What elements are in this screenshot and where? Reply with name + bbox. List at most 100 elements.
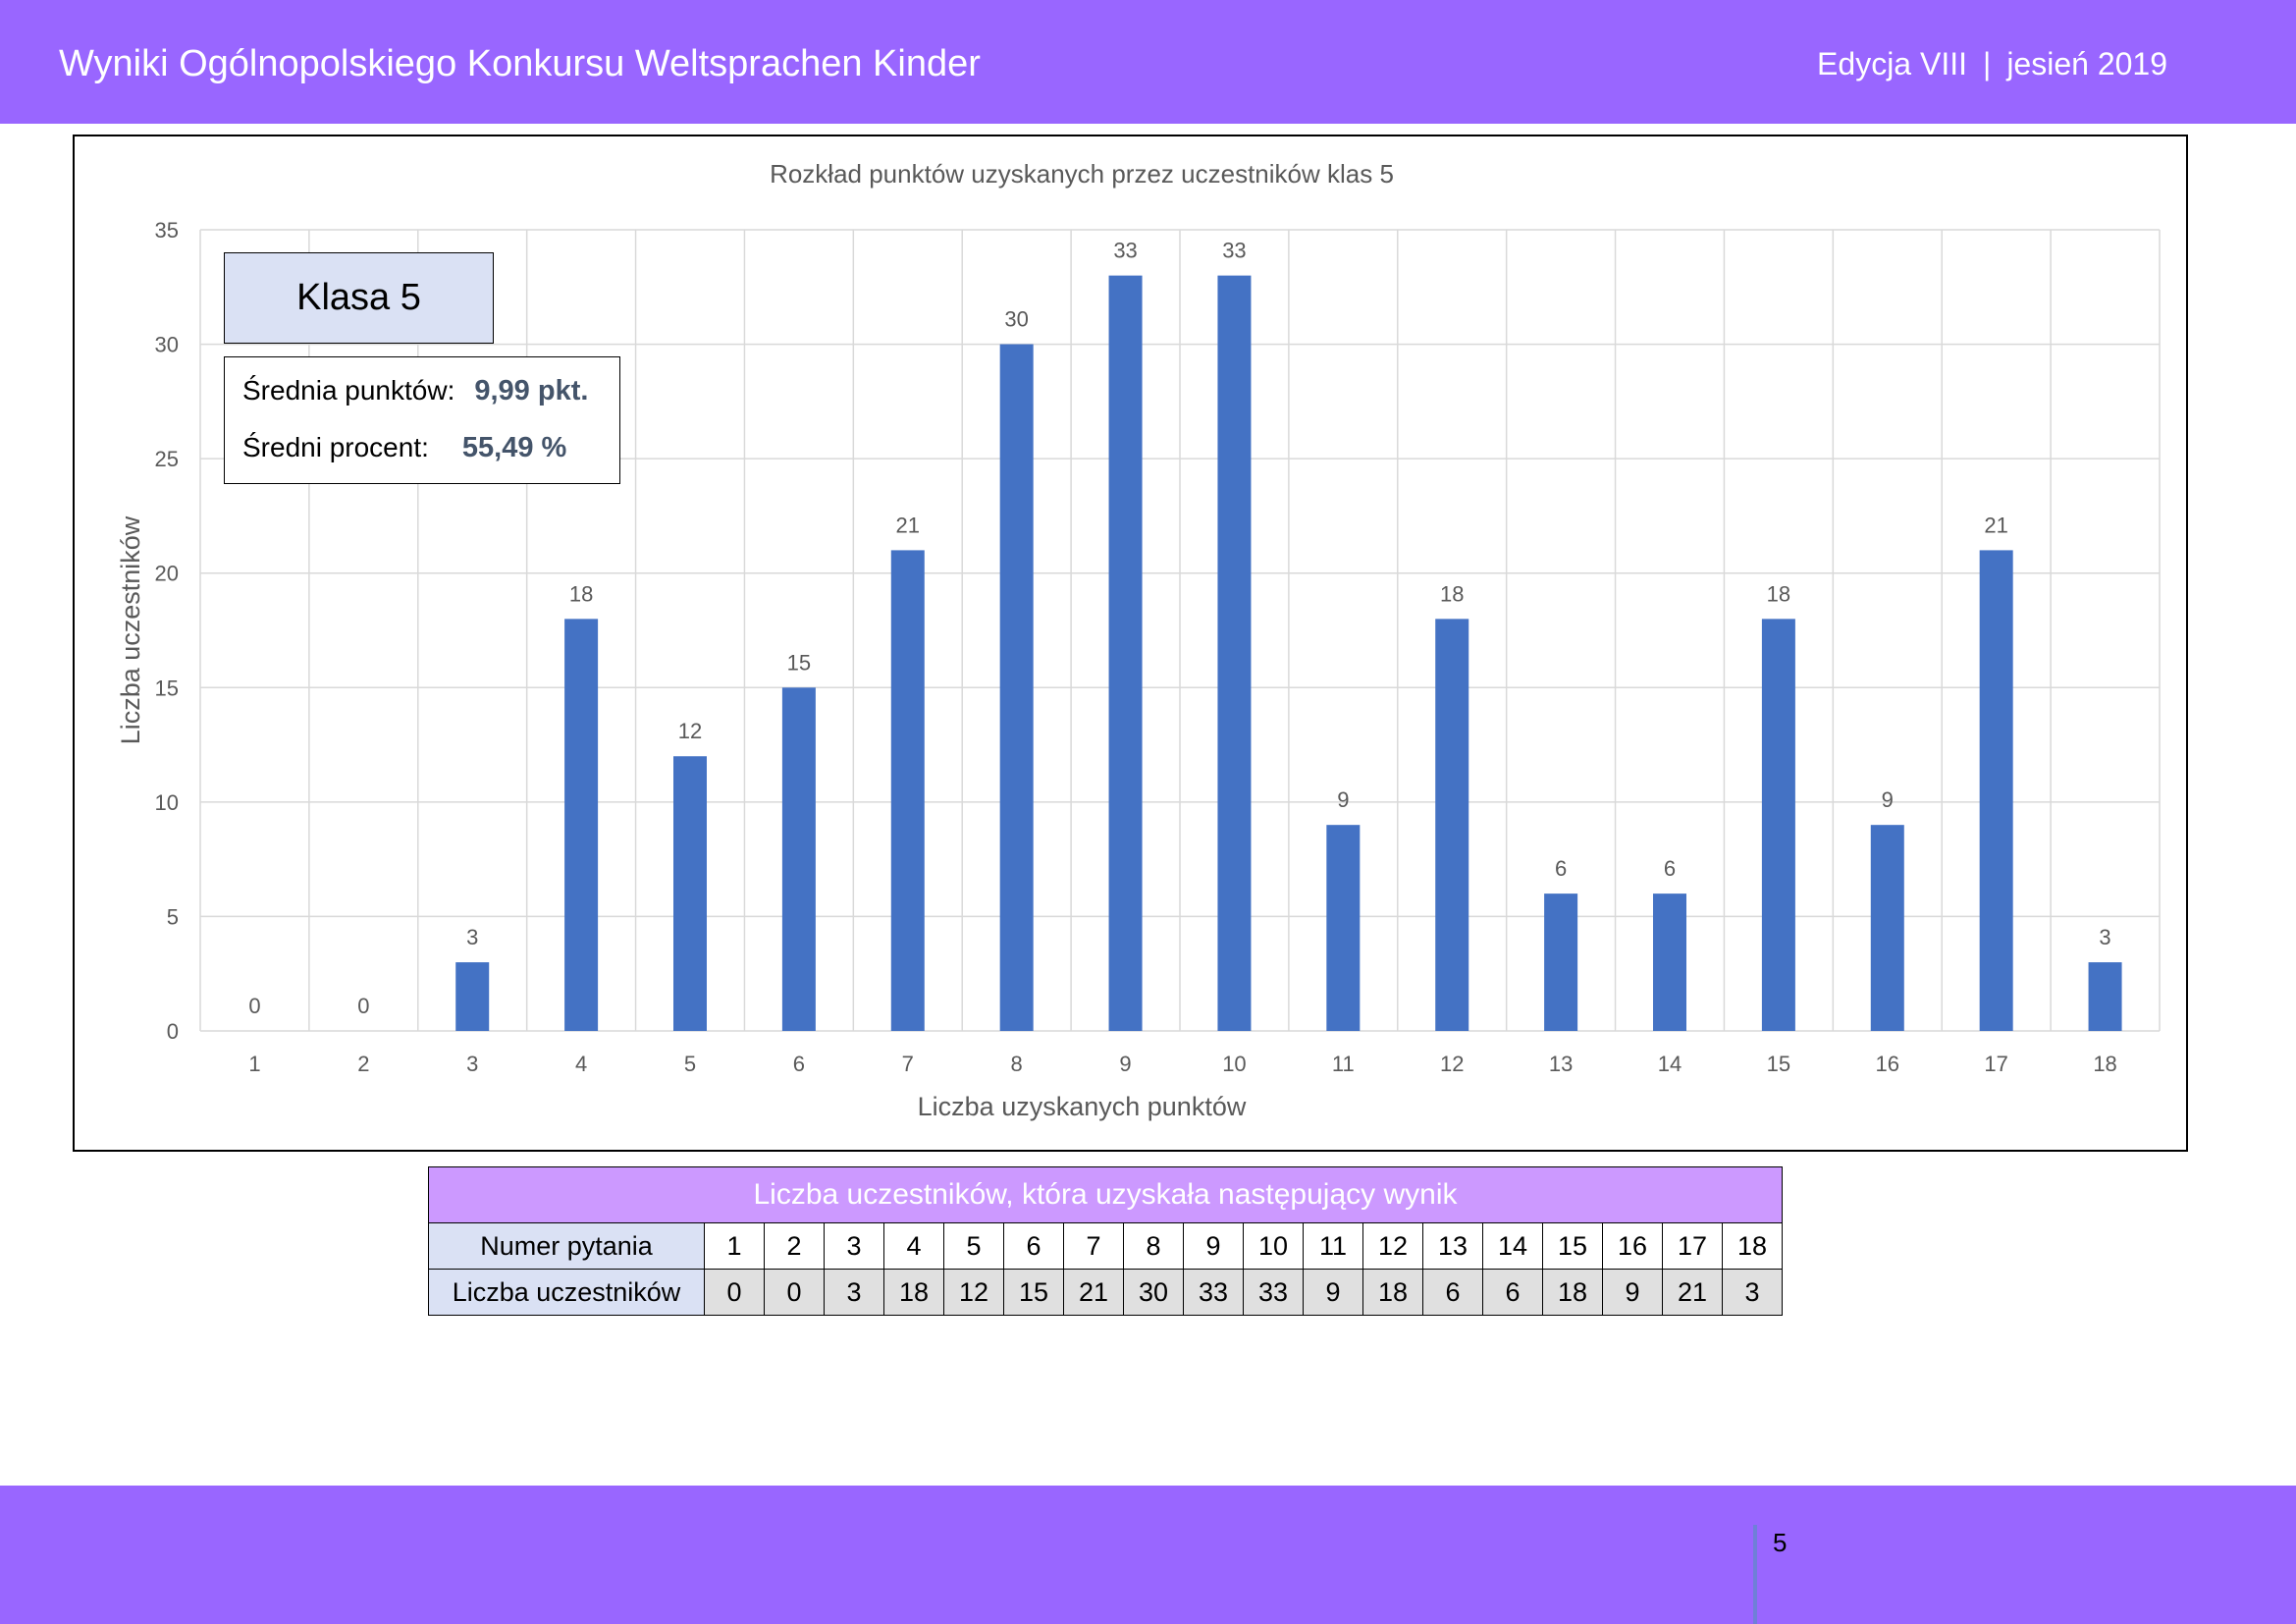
x-tick-label: 2	[357, 1052, 369, 1076]
y-tick-label: 20	[155, 562, 179, 586]
y-tick-label: 0	[167, 1019, 179, 1044]
page-header: Wyniki Ogólnopolskiego Konkursu Weltspra…	[0, 0, 2296, 124]
data-label: 15	[787, 650, 811, 675]
data-label: 6	[1664, 856, 1676, 881]
class-label: Klasa 5	[296, 277, 421, 318]
bar	[890, 550, 925, 1031]
bar	[455, 962, 490, 1031]
y-tick-label: 35	[155, 218, 179, 243]
data-label: 3	[2099, 925, 2110, 949]
table-cell-count: 3	[824, 1269, 884, 1316]
bar	[999, 344, 1034, 1031]
table-cell-number: 18	[1722, 1222, 1783, 1270]
data-label: 33	[1222, 239, 1246, 263]
table-cell-number: 1	[704, 1222, 765, 1270]
data-label: 3	[466, 925, 478, 949]
bar	[1435, 619, 1469, 1031]
table-cell-number: 16	[1602, 1222, 1663, 1270]
bar-chart: 0510152025303501023318412515621730833933…	[116, 159, 2161, 1121]
x-tick-label: 15	[1767, 1052, 1790, 1076]
stats-box: Średnia punktów: 9,99 pkt. Średni procent…	[224, 356, 620, 484]
table-cell-number: 8	[1123, 1222, 1184, 1270]
y-tick-label: 15	[155, 676, 179, 700]
edition-info: Edycja VIII | jesień 2019	[1817, 41, 2167, 86]
data-label: 6	[1555, 856, 1567, 881]
x-tick-label: 4	[575, 1052, 587, 1076]
y-tick-label: 10	[155, 790, 179, 815]
avg-points-value: 9,99 pkt.	[474, 375, 589, 406]
table-cell-count: 30	[1123, 1269, 1184, 1316]
bar	[781, 687, 816, 1031]
table-cell-count: 33	[1183, 1269, 1244, 1316]
x-tick-label: 3	[466, 1052, 478, 1076]
y-tick-label: 30	[155, 333, 179, 357]
x-tick-label: 13	[1549, 1052, 1573, 1076]
table-cell-number: 10	[1243, 1222, 1304, 1270]
edition-separator: |	[1983, 46, 1992, 81]
table-row-counts: Liczba uczestników 0 0 3 18 12 15 21 30 33 33 9 18 6…	[428, 1269, 1783, 1316]
table-cell-count: 9	[1602, 1269, 1663, 1316]
edition-label: Edycja VIII	[1817, 46, 1967, 81]
x-tick-label: 16	[1876, 1052, 1899, 1076]
avg-points-row: Średnia punktów: 9,99 pkt.	[242, 371, 588, 410]
y-axis-label: Liczba uczestników	[116, 515, 145, 744]
avg-percent-label: Średni procent:	[242, 432, 429, 462]
table-caption: Liczba uczestników, która uzyskała nastę…	[428, 1166, 1783, 1223]
table-cell-number: 6	[1003, 1222, 1064, 1270]
bar	[1761, 619, 1795, 1031]
table-cell-count: 0	[764, 1269, 825, 1316]
table-cell-count: 33	[1243, 1269, 1304, 1316]
data-label: 0	[357, 994, 369, 1018]
table-cell-count: 21	[1662, 1269, 1723, 1316]
table-cell-number: 17	[1662, 1222, 1723, 1270]
table-cell-count: 12	[943, 1269, 1004, 1316]
x-tick-label: 1	[248, 1052, 260, 1076]
table-cell-count: 18	[883, 1269, 944, 1316]
chart-frame: 0 5 10 15 20 25 30 35 0 1 0 2 3 3 18 4 12 5 15 6 21 7 30 8 33 9 33…	[73, 135, 2188, 1152]
x-axis-label: Liczba uzyskanych punktów	[918, 1092, 1247, 1121]
row-head-counts: Liczba uczestników	[428, 1269, 705, 1316]
avg-percent-value: 55,49 %	[461, 432, 567, 463]
x-tick-label: 18	[2093, 1052, 2116, 1076]
bar	[2088, 962, 2122, 1031]
table-cell-number: 14	[1482, 1222, 1543, 1270]
table-cell-number: 5	[943, 1222, 1004, 1270]
x-tick-label: 12	[1440, 1052, 1464, 1076]
bar	[564, 619, 599, 1031]
footer-divider	[1753, 1525, 1757, 1624]
bar	[1979, 550, 2013, 1031]
table-cell-number: 3	[824, 1222, 884, 1270]
x-tick-label: 11	[1332, 1052, 1355, 1076]
data-label: 18	[1440, 581, 1464, 606]
table-cell-number: 11	[1303, 1222, 1363, 1270]
table-cell-count: 21	[1063, 1269, 1124, 1316]
avg-points-label: Średnia punktów:	[242, 375, 455, 406]
class-label-box: Klasa 5	[224, 252, 494, 344]
bar	[1217, 275, 1252, 1032]
y-tick-label: 25	[155, 447, 179, 471]
bar	[1108, 275, 1143, 1032]
table-cell-count: 18	[1362, 1269, 1423, 1316]
x-tick-label: 6	[793, 1052, 805, 1076]
x-tick-label: 8	[1011, 1052, 1023, 1076]
table-cell-count: 0	[704, 1269, 765, 1316]
x-tick-label: 9	[1119, 1052, 1131, 1076]
table-cell-count: 3	[1722, 1269, 1783, 1316]
x-tick-label: 5	[684, 1052, 696, 1076]
table-cell-number: 13	[1422, 1222, 1483, 1270]
bar	[1870, 825, 1904, 1031]
table-cell-number: 15	[1542, 1222, 1603, 1270]
avg-percent-row: Średni procent: 55,49 %	[242, 428, 566, 467]
x-tick-label: 14	[1658, 1052, 1682, 1076]
table-cell-count: 9	[1303, 1269, 1363, 1316]
y-tick-label: 5	[167, 904, 179, 929]
data-label: 12	[678, 719, 702, 743]
bar	[1544, 893, 1578, 1031]
page-number: 5	[1773, 1528, 1788, 1557]
data-label: 9	[1337, 787, 1349, 812]
table-cell-number: 12	[1362, 1222, 1423, 1270]
bar	[1653, 893, 1686, 1031]
x-tick-label: 10	[1222, 1052, 1246, 1076]
table-cell-count: 15	[1003, 1269, 1064, 1316]
table-caption-row: Liczba uczestników, która uzyskała nastę…	[428, 1166, 1783, 1223]
